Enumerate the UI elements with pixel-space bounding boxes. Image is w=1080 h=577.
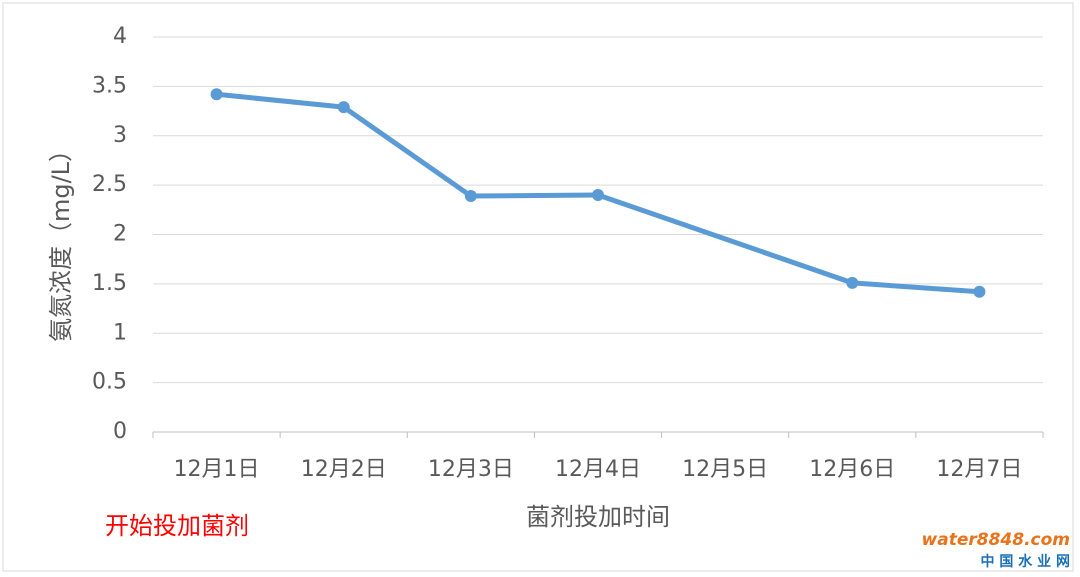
annotation: 开始投加菌剂 <box>105 512 249 540</box>
marker <box>210 88 223 101</box>
x-axis-title: 菌剂投加时间 <box>526 503 670 531</box>
marker <box>846 276 859 289</box>
y-tick-label: 4 <box>113 24 127 49</box>
x-tick-label: 12月3日 <box>428 457 514 482</box>
marker <box>592 189 604 201</box>
y-tick-label: 3 <box>113 123 127 148</box>
y-tick-label: 0 <box>113 419 127 444</box>
y-tick-label: 1.5 <box>92 271 127 296</box>
x-tick-label: 12月4日 <box>555 457 641 482</box>
watermark: 中 国 水 业 网 <box>981 553 1071 570</box>
y-tick-label: 0.5 <box>92 370 127 395</box>
line <box>216 91 599 199</box>
x-tick-label: 12月2日 <box>301 457 387 482</box>
x-tick-label: 12月6日 <box>809 457 895 482</box>
watermark: water8848.com <box>922 530 1070 550</box>
x-tick-label: 12月7日 <box>936 457 1022 482</box>
gap-line <box>595 192 855 286</box>
y-tick-label: 2.5 <box>92 172 127 197</box>
marker <box>464 189 477 202</box>
y-axis-title: 氨氮浓度（mg/L） <box>47 138 75 342</box>
marker <box>973 285 986 298</box>
y-tick-label: 1 <box>113 320 127 345</box>
line <box>852 280 980 295</box>
x-tick-label: 12月1日 <box>174 457 260 482</box>
y-tick-label: 2 <box>113 222 127 247</box>
y-tick-label: 3.5 <box>92 73 127 98</box>
x-tick-label: 12月5日 <box>682 457 768 482</box>
marker <box>337 101 350 114</box>
